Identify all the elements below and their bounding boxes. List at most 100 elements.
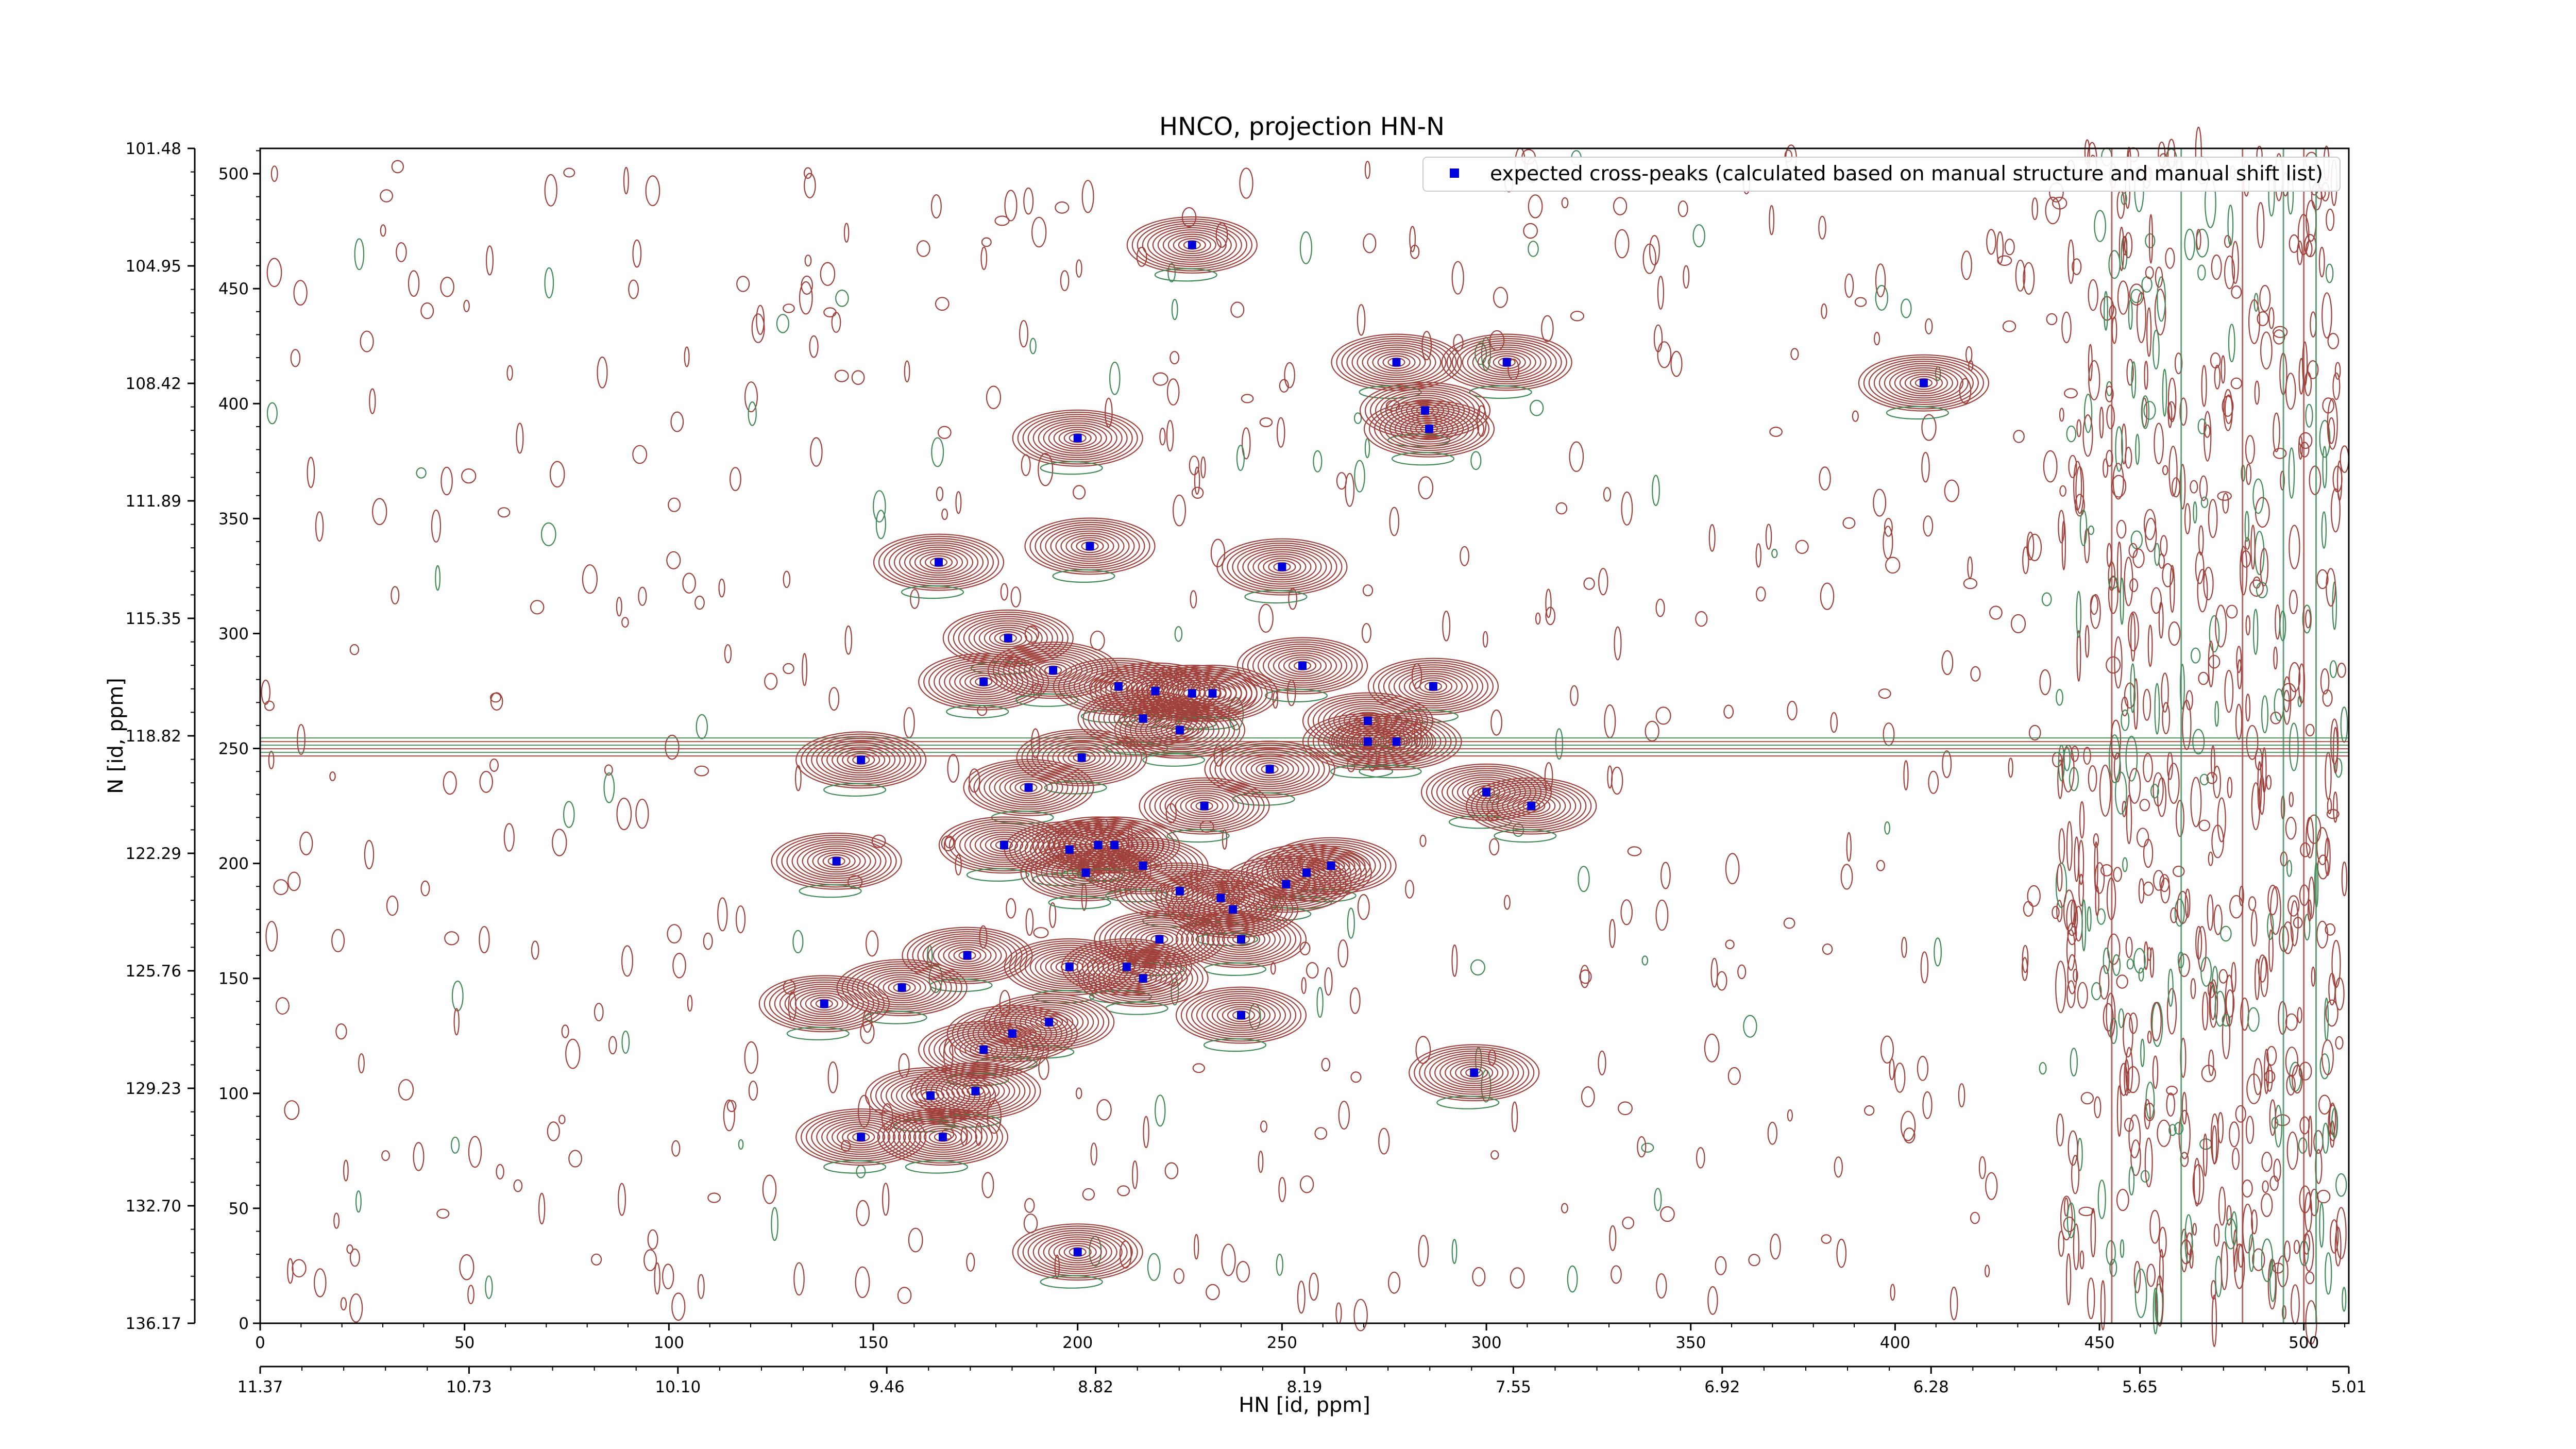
noise-contour <box>2289 662 2301 693</box>
noise-contour <box>2262 1180 2269 1193</box>
noise-contour <box>2331 1107 2338 1139</box>
peak-contour <box>1232 545 1332 589</box>
peak-contour <box>1154 784 1255 828</box>
expected-peak-marker <box>1502 358 1511 366</box>
noise-contour <box>2166 988 2177 1035</box>
peak-contour <box>1363 400 1495 458</box>
noise-contour <box>2221 355 2226 384</box>
peak-contour <box>862 970 942 1006</box>
noise-contour <box>1338 1101 1350 1130</box>
noise-contour <box>431 509 442 543</box>
noise-contour <box>2325 837 2331 877</box>
peak-contour <box>832 1123 891 1151</box>
noise-contour <box>2157 1119 2172 1147</box>
peak-contour <box>1471 779 1592 833</box>
noise-contour <box>2124 232 2133 259</box>
noise-contour <box>694 765 709 777</box>
noise-contour <box>2175 800 2184 837</box>
peak-contour <box>1498 357 1516 367</box>
noise-contour <box>2103 458 2109 478</box>
noise-contour <box>2215 604 2227 648</box>
peak-contour <box>923 1023 1044 1076</box>
noise-contour <box>1535 612 1541 625</box>
noise-contour <box>440 466 453 496</box>
noise-contour <box>2203 566 2214 600</box>
noise-contour <box>2227 205 2234 246</box>
peak-contour <box>904 546 974 578</box>
noise-contour <box>931 437 944 467</box>
noise-contour <box>2043 450 2058 483</box>
noise-contour <box>809 335 819 358</box>
peak-contour <box>934 660 1034 704</box>
noise-contour <box>1873 488 1887 517</box>
noise-contour <box>2342 1287 2347 1312</box>
peak-contour <box>1863 356 1984 410</box>
peak-contour <box>946 1077 1005 1105</box>
noise-contour <box>597 356 608 389</box>
peak-contour <box>1302 713 1434 770</box>
peak-contour <box>1450 1061 1499 1084</box>
peak-contour <box>1456 340 1557 384</box>
peak-contour <box>1124 856 1162 875</box>
noise-contour <box>1821 1234 1832 1244</box>
noise-contour <box>2319 1202 2325 1248</box>
peak-contour <box>1368 402 1490 456</box>
peak-contour <box>1420 763 1552 821</box>
peak-contour <box>779 984 869 1024</box>
expected-peak-marker <box>1470 1068 1479 1077</box>
peak-contour <box>1036 850 1136 895</box>
peak-contour <box>917 933 1018 978</box>
expected-peak-marker <box>1278 563 1286 571</box>
noise-contour <box>2245 463 2252 485</box>
noise-contour <box>2129 578 2139 593</box>
peak-contour <box>801 1110 922 1164</box>
noise-contour <box>1055 201 1070 214</box>
noise-contour <box>764 672 778 690</box>
noise-contour <box>1166 378 1180 406</box>
noise-contour <box>2068 454 2077 478</box>
noise-contour <box>1641 1142 1654 1153</box>
legend-label: expected cross-peaks (calculated based o… <box>1490 162 2323 186</box>
noise-contour <box>1460 546 1470 566</box>
noise-contour <box>2316 1189 2331 1204</box>
noise-contour <box>2179 663 2185 710</box>
peak-contour <box>1180 988 1302 1042</box>
noise-contour <box>2052 196 2067 210</box>
y-ppm-tick-label: 125.76 <box>126 962 181 981</box>
noise-contour <box>1769 205 1775 235</box>
peak-contour <box>1262 648 1343 684</box>
noise-contour <box>2026 531 2035 561</box>
noise-contour <box>1153 372 1168 386</box>
noise-contour <box>2251 1209 2258 1235</box>
expected-peak-marker <box>820 999 828 1008</box>
peak-contour <box>958 616 1058 661</box>
noise-contour <box>1147 1253 1161 1281</box>
noise-contour <box>684 346 690 367</box>
peak-contour <box>1387 357 1405 367</box>
noise-contour <box>2088 765 2097 792</box>
peak-contour <box>847 753 875 767</box>
noise-contour <box>2290 900 2299 947</box>
peak-contour <box>1144 779 1265 833</box>
noise-contour <box>881 1103 893 1131</box>
noise-contour <box>2138 967 2144 982</box>
peak-contour <box>1393 668 1473 704</box>
peak-contour <box>811 737 911 782</box>
noise-contour <box>2082 414 2093 457</box>
noise-contour <box>1192 1063 1205 1073</box>
peak-contour <box>815 999 833 1009</box>
peak-contour <box>975 677 993 687</box>
noise-contour <box>2252 478 2264 514</box>
noise-contour <box>2162 368 2167 417</box>
peak-contour <box>1180 795 1229 817</box>
peak-contour <box>1424 1050 1524 1095</box>
expected-peak-marker <box>1094 840 1103 849</box>
noise-contour <box>2325 263 2334 283</box>
noise-contour <box>2329 660 2337 678</box>
noise-contour <box>2162 563 2174 587</box>
noise-contour <box>398 1079 414 1101</box>
peak-contour <box>1191 917 1292 962</box>
peak-contour <box>1409 1044 1540 1102</box>
noise-contour <box>1787 700 1798 720</box>
negative-contour <box>1494 829 1557 843</box>
